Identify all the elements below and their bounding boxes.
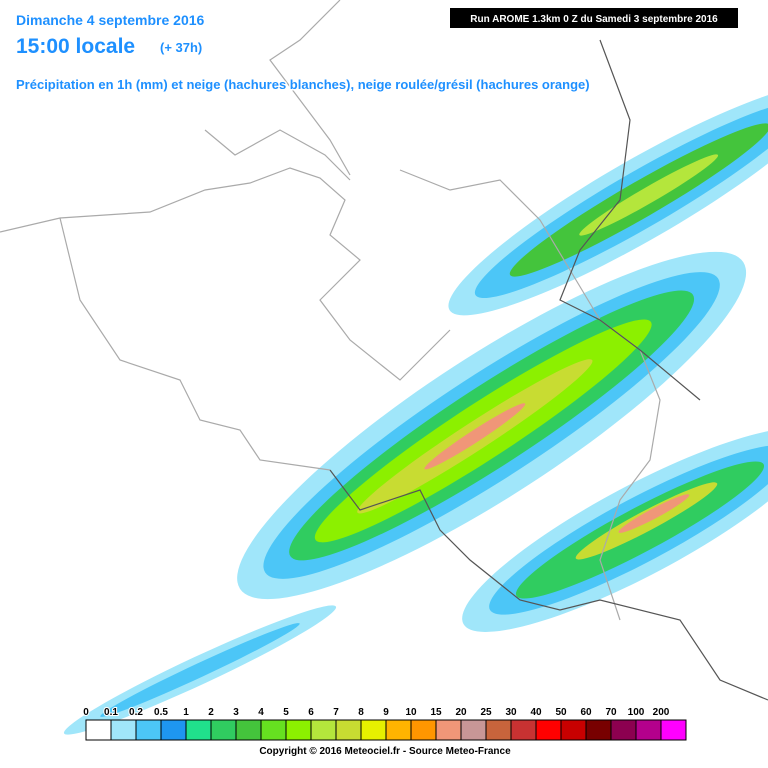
legend-swatch	[335, 719, 362, 741]
legend-swatch	[510, 719, 537, 741]
legend-swatch	[660, 719, 687, 741]
legend-swatch	[85, 719, 112, 741]
run-box	[450, 8, 738, 28]
legend-label: 50	[555, 707, 567, 718]
legend-label: 20	[455, 707, 467, 718]
legend-swatch	[560, 719, 587, 741]
date: Dimanche 4 septembre 2016	[16, 12, 205, 28]
legend-label: 25	[480, 707, 492, 718]
legend-label: 4	[258, 707, 264, 718]
time: 15:00 locale	[16, 35, 135, 58]
legend-label: 6	[308, 707, 314, 718]
legend-label: 1	[183, 707, 189, 718]
lead-time: (+ 37h)	[160, 40, 202, 55]
legend-label: 15	[430, 707, 442, 718]
legend-swatch	[610, 719, 637, 741]
legend-label: 9	[383, 707, 389, 718]
legend-swatch	[260, 719, 287, 741]
legend-swatch	[385, 719, 412, 741]
legend-label: 70	[605, 707, 617, 718]
legend-swatch	[285, 719, 312, 741]
legend-label: 30	[505, 707, 517, 718]
legend-swatch	[185, 719, 212, 741]
legend-label: 0.5	[154, 707, 168, 718]
legend-swatch	[435, 719, 462, 741]
legend-swatch	[310, 719, 337, 741]
legend-swatch	[235, 719, 262, 741]
legend: 0 0.1 0.2 0.5 1 2 3 4 5 6 7 8 9 10 15 20 25 30 40 50 60 70 100…	[82, 706, 687, 741]
legend-label: 3	[233, 707, 239, 718]
legend-label: 40	[530, 707, 542, 718]
legend-label: 0.1	[104, 707, 118, 718]
legend-swatch	[635, 719, 662, 741]
legend-swatch	[460, 719, 487, 741]
legend-label: 2	[208, 707, 214, 718]
legend-label: 0.2	[129, 707, 143, 718]
legend-label: 200	[653, 707, 670, 718]
legend-swatch	[360, 719, 387, 741]
legend-swatch	[485, 719, 512, 741]
legend-label: 5	[283, 707, 289, 718]
run-info: Run AROME 1.3km 0 Z du Samedi 3 septembr…	[470, 14, 718, 25]
legend-swatch	[135, 719, 162, 741]
legend-swatch	[535, 719, 562, 741]
legend-swatch	[585, 719, 612, 741]
legend-swatch	[210, 719, 237, 741]
legend-swatch	[110, 719, 137, 741]
legend-label: 8	[358, 707, 364, 718]
description: Précipitation en 1h (mm) et neige (hachu…	[16, 77, 590, 92]
legend-swatch	[160, 719, 187, 741]
legend-label: 10	[405, 707, 417, 718]
legend-label: 100	[628, 707, 645, 718]
legend-label: 7	[333, 707, 339, 718]
legend-label: 60	[580, 707, 592, 718]
precipitation	[63, 84, 768, 735]
borders	[0, 0, 768, 701]
legend-swatch	[410, 719, 437, 741]
copyright: Copyright © 2016 Meteociel.fr - Source M…	[259, 746, 511, 757]
legend-label: 0	[83, 707, 89, 718]
